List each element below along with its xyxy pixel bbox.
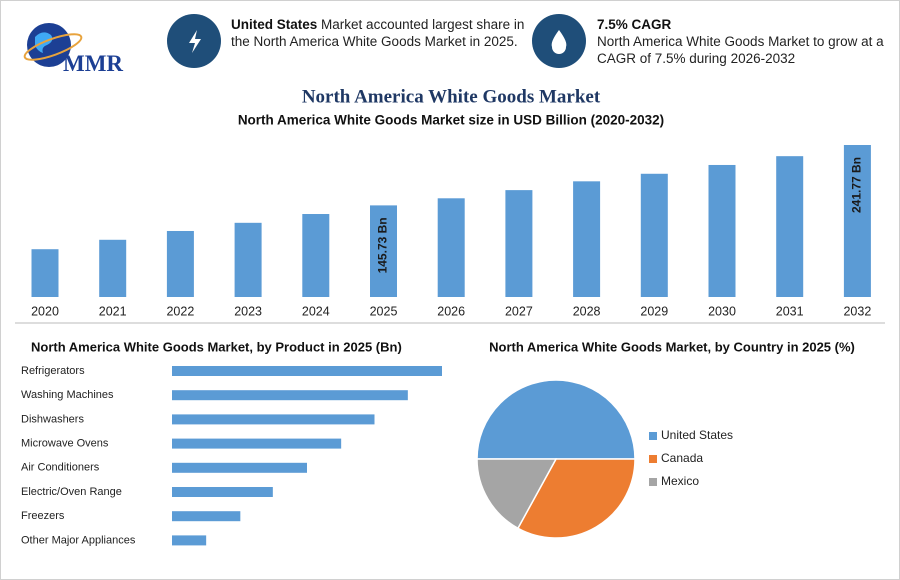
category-label: Dishwashers (21, 413, 84, 425)
bar (843, 145, 871, 297)
value-label: 145.73 Bn (376, 217, 390, 273)
info-text: North America White Goods Market to grow… (597, 34, 884, 66)
x-tick-label: 2029 (640, 304, 668, 318)
pie-slice (476, 458, 558, 530)
bar (437, 198, 465, 297)
bar (172, 414, 375, 425)
legend-label: United States (661, 428, 733, 442)
legend-label: Canada (661, 451, 703, 465)
bar (505, 190, 533, 297)
category-label: Refrigerators (21, 365, 85, 377)
x-tick-label: 2020 (31, 304, 59, 318)
bar (172, 390, 408, 401)
bar (31, 249, 59, 297)
x-tick-label: 2025 (370, 304, 398, 318)
icon-drop (551, 30, 567, 54)
pie-slice (516, 458, 636, 539)
category-label: Freezers (21, 510, 65, 522)
info-box: 7.5% CAGR North America White Goods Marke… (597, 16, 893, 67)
bar (708, 164, 736, 297)
logo-ring (23, 33, 83, 61)
category-label: Other Major Appliances (21, 534, 136, 546)
bar (172, 535, 207, 546)
category-label: Air Conditioners (21, 462, 100, 474)
pie-slice (476, 379, 636, 460)
x-tick-label: 2022 (166, 304, 194, 318)
bar (172, 487, 273, 497)
x-tick-label: 2024 (302, 304, 330, 318)
x-tick-label: 2030 (708, 304, 736, 318)
chart-title: North America White Goods Market (302, 86, 601, 107)
bar (172, 462, 307, 473)
x-tick-label: 2026 (437, 304, 465, 318)
chart-subtitle: North America White Goods Market size in… (238, 113, 664, 128)
category-label: Microwave Ovens (21, 438, 109, 450)
bar (370, 205, 397, 297)
bar (234, 222, 262, 297)
chart-title: North America White Goods Market, by Cou… (489, 339, 855, 354)
bar (573, 181, 601, 297)
bar (172, 438, 342, 449)
logo-text: MMR (63, 51, 123, 76)
value-label: 241.77 Bn (850, 157, 864, 213)
legend-swatch (649, 455, 657, 463)
x-tick-label: 2032 (843, 304, 871, 318)
bar (302, 214, 330, 297)
legend-label: Mexico (661, 474, 699, 488)
bar (640, 173, 668, 297)
category-label: Washing Machines (21, 389, 114, 401)
icon-bolt (189, 30, 201, 53)
legend-swatch (649, 432, 657, 440)
logo-globe (27, 23, 71, 67)
bar (776, 156, 804, 297)
info-bold: 7.5% CAGR (597, 17, 672, 32)
x-tick-label: 2028 (573, 304, 601, 318)
category-label: Electric/Oven Range (21, 486, 122, 498)
bar (172, 366, 442, 376)
x-tick-label: 2023 (234, 304, 262, 318)
x-tick-label: 2031 (776, 304, 804, 318)
bar (166, 230, 194, 297)
x-tick-label: 2027 (505, 304, 533, 318)
info-bold: United States (231, 17, 318, 32)
legend-swatch (649, 478, 657, 486)
info-text: Market accounted largest share in the No… (231, 17, 525, 49)
bar (172, 511, 241, 522)
chart-title: North America White Goods Market, by Pro… (31, 339, 402, 354)
x-tick-label: 2021 (99, 304, 127, 318)
info-box: United States Market accounted largest s… (231, 16, 531, 50)
bar (99, 239, 127, 297)
